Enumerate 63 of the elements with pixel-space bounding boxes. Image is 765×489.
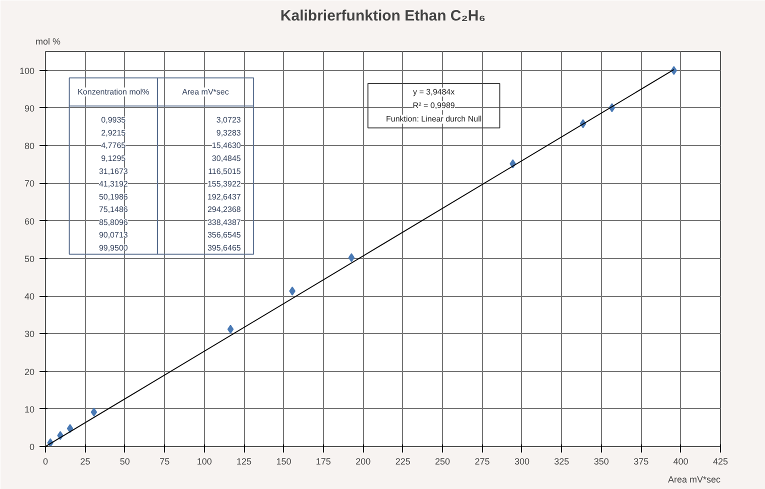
- x-tick-label: 375: [634, 456, 649, 466]
- y-tick-label: 90: [24, 103, 35, 114]
- annotation: 9,1295: [101, 154, 126, 163]
- y-tick-label: 60: [24, 216, 35, 226]
- annotation: 90,0713: [98, 230, 128, 240]
- x-tick-label: 275: [474, 456, 490, 466]
- x-tick-label: 50: [120, 456, 130, 466]
- x-tick-label: 100: [196, 456, 212, 466]
- y-tick-label: 30: [24, 329, 35, 340]
- annotation: 99,9500: [98, 243, 128, 252]
- annotation: 15,4630: [212, 141, 242, 150]
- annotation: Funktion: Linear durch Null: [386, 114, 482, 124]
- annotation: 116,5015: [208, 166, 242, 176]
- annotation: 0,9935: [101, 116, 126, 125]
- x-tick-label: 0: [42, 456, 48, 466]
- annotation: R² = 0,9989: [412, 101, 456, 110]
- x-tick-label: 125: [236, 456, 252, 466]
- annotation: 75,1486: [98, 205, 128, 214]
- annotation: 9,3283: [216, 128, 242, 138]
- y-tick-label: 10: [24, 404, 35, 414]
- y-tick-label: 70: [24, 178, 35, 189]
- x-tick-label: 150: [276, 456, 292, 466]
- annotation: 50,1986: [98, 192, 128, 202]
- x-tick-label: 175: [316, 456, 331, 466]
- chart-title: Kalibrierfunktion Ethan C₂H₆: [280, 8, 486, 24]
- annotation: 338,4387: [207, 218, 242, 227]
- y-tick-label: 0: [29, 442, 35, 452]
- y-tick-label: 20: [24, 366, 35, 377]
- annotation: Konzentration mol%: [78, 87, 150, 96]
- point: [66, 424, 74, 434]
- annotation: 85,8096: [98, 218, 128, 227]
- x-tick-label: 200: [356, 456, 371, 466]
- y-tick-label: 100: [19, 66, 35, 76]
- annotation: 41,3192: [98, 180, 128, 189]
- x-tick-label: 400: [673, 456, 688, 466]
- annotation: y = 3,9484x: [413, 88, 455, 97]
- annotation: 356,6545: [207, 230, 242, 240]
- point: [227, 324, 234, 334]
- annotation: 3,0723: [216, 116, 242, 125]
- x-tick-label: 425: [712, 456, 728, 466]
- annotation: 294,2368: [207, 205, 242, 214]
- y-tick-label: 50: [24, 254, 35, 264]
- y-axis-title: mol %: [36, 36, 61, 46]
- x-tick-label: 75: [160, 456, 170, 466]
- annotation: 4,7765: [101, 141, 126, 150]
- x-tick-label: 325: [554, 456, 570, 466]
- x-tick-label: 250: [435, 456, 450, 466]
- annotation: 2,9215: [101, 128, 126, 138]
- point: [90, 408, 98, 417]
- point: [348, 253, 355, 262]
- annotation: 31,1673: [98, 166, 128, 176]
- annotation: 192,6437: [207, 192, 242, 202]
- y-tick-label: 40: [24, 292, 35, 302]
- x-tick-label: 25: [80, 456, 90, 466]
- x-tick-label: 350: [594, 456, 609, 466]
- x-axis-title: Area mV*sec: [668, 474, 721, 484]
- annotation: 30,4845: [212, 154, 242, 163]
- x-tick-label: 225: [395, 456, 410, 466]
- x-tick-label: 300: [514, 456, 530, 466]
- y-tick-label: 80: [24, 141, 35, 152]
- annotation: Area mV*sec: [182, 87, 229, 96]
- annotation: 395,6465: [207, 243, 242, 252]
- annotation: 155,3922: [207, 180, 242, 189]
